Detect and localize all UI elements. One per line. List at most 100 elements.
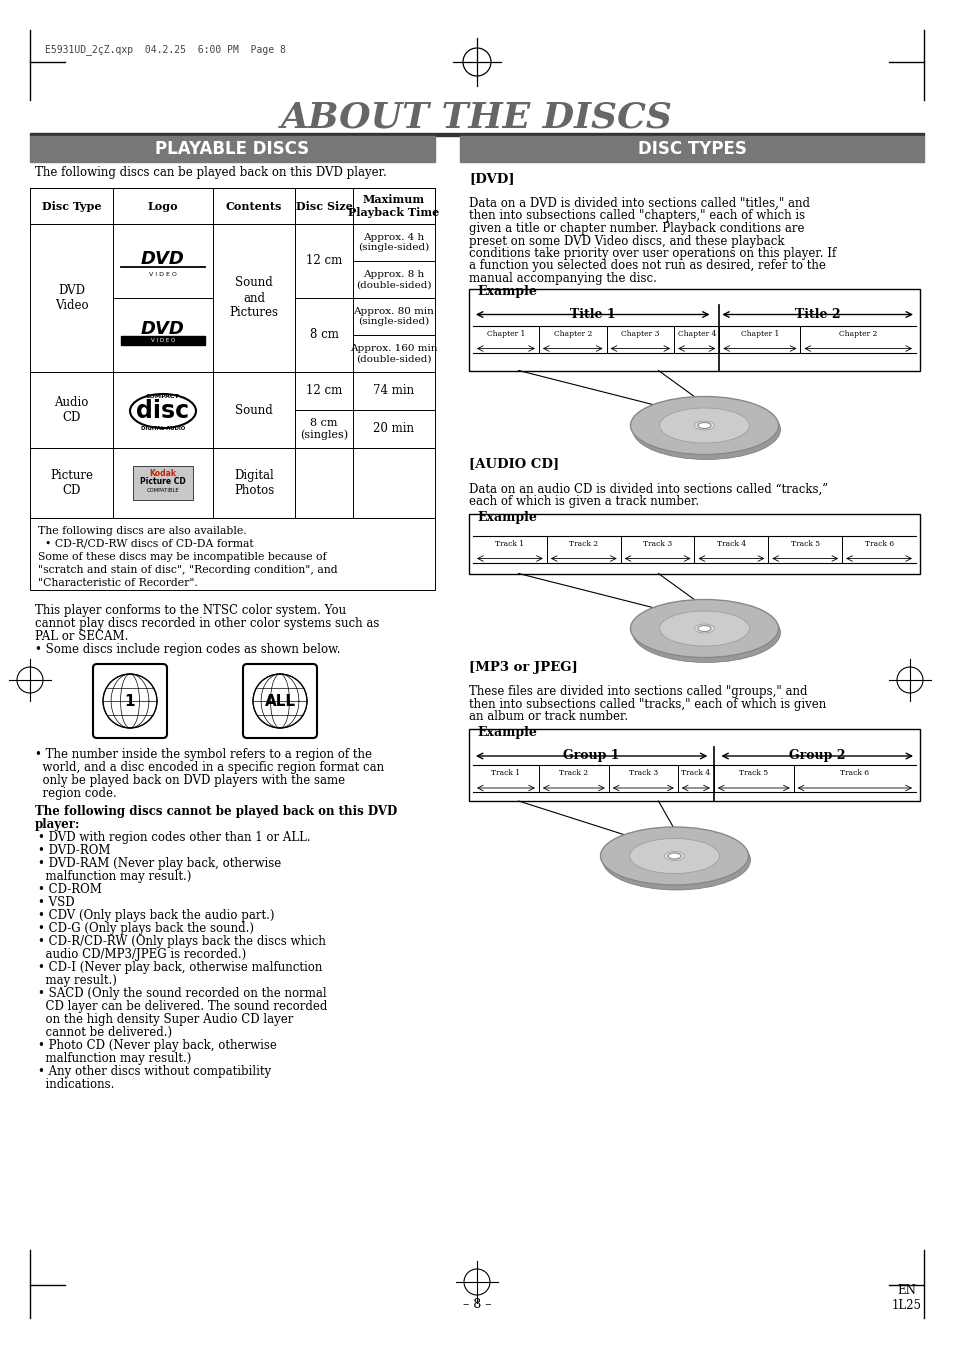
Text: Track 5: Track 5 xyxy=(739,769,767,777)
Text: Kodak: Kodak xyxy=(150,470,176,478)
Text: COMPATIBLE: COMPATIBLE xyxy=(147,489,179,493)
Text: Disc Size: Disc Size xyxy=(295,200,352,212)
Text: each of which is given a track number.: each of which is given a track number. xyxy=(469,494,699,508)
Text: Audio
CD: Audio CD xyxy=(54,396,89,424)
Ellipse shape xyxy=(602,830,750,890)
Ellipse shape xyxy=(667,852,680,859)
Text: Example: Example xyxy=(476,511,537,523)
Text: These files are divided into sections called "groups," and: These files are divided into sections ca… xyxy=(469,685,806,698)
Text: Chapter 1: Chapter 1 xyxy=(740,330,779,338)
Text: Track 4: Track 4 xyxy=(716,539,745,547)
FancyBboxPatch shape xyxy=(92,663,167,738)
Text: Some of these discs may be incompatible because of: Some of these discs may be incompatible … xyxy=(38,553,326,562)
Ellipse shape xyxy=(664,851,684,861)
Text: E5931UD_2çZ.qxp  04.2.25  6:00 PM  Page 8: E5931UD_2çZ.qxp 04.2.25 6:00 PM Page 8 xyxy=(45,45,286,55)
Text: Example: Example xyxy=(476,285,537,299)
Bar xyxy=(30,132,923,136)
Text: 1: 1 xyxy=(125,693,135,708)
Circle shape xyxy=(253,674,307,728)
Ellipse shape xyxy=(632,400,780,459)
Text: Track 1: Track 1 xyxy=(495,539,524,547)
Text: Approx. 160 min
(double-sided): Approx. 160 min (double-sided) xyxy=(350,343,437,363)
Text: an album or track number.: an album or track number. xyxy=(469,711,627,724)
Text: Track 2: Track 2 xyxy=(558,769,588,777)
Text: Contents: Contents xyxy=(226,200,282,212)
Text: Track 2: Track 2 xyxy=(569,539,598,547)
Ellipse shape xyxy=(698,423,710,428)
Text: 12 cm: 12 cm xyxy=(306,254,342,267)
Text: • CD-I (Never play back, otherwise malfunction: • CD-I (Never play back, otherwise malfu… xyxy=(38,961,322,974)
Text: world, and a disc encoded in a specific region format can: world, and a disc encoded in a specific … xyxy=(35,761,384,774)
Text: indications.: indications. xyxy=(38,1078,114,1092)
Text: The following discs cannot be played back on this DVD: The following discs cannot be played bac… xyxy=(35,805,396,817)
Text: Approx. 80 min
(single-sided): Approx. 80 min (single-sided) xyxy=(354,307,434,327)
Text: Group 1: Group 1 xyxy=(563,750,619,762)
Text: V I D E O: V I D E O xyxy=(151,338,175,343)
Text: ALL: ALL xyxy=(264,693,295,708)
Bar xyxy=(132,466,193,500)
Text: Sound
and
Pictures: Sound and Pictures xyxy=(230,277,278,319)
Text: • CDV (Only plays back the audio part.): • CDV (Only plays back the audio part.) xyxy=(38,909,274,921)
Text: Track 5: Track 5 xyxy=(790,539,819,547)
Text: • The number inside the symbol refers to a region of the: • The number inside the symbol refers to… xyxy=(35,748,372,761)
Text: [DVD]: [DVD] xyxy=(469,172,514,185)
Text: ABOUT THE DISCS: ABOUT THE DISCS xyxy=(281,101,672,135)
Text: Chapter 4: Chapter 4 xyxy=(677,330,715,338)
Text: EN
1L25: EN 1L25 xyxy=(891,1283,921,1312)
Text: • Some discs include region codes as shown below.: • Some discs include region codes as sho… xyxy=(35,643,340,657)
Text: Track 6: Track 6 xyxy=(863,539,893,547)
Ellipse shape xyxy=(694,422,714,430)
Text: 20 min: 20 min xyxy=(374,423,414,435)
Bar xyxy=(121,336,205,345)
Text: player:: player: xyxy=(35,817,80,831)
Text: CD layer can be delivered. The sound recorded: CD layer can be delivered. The sound rec… xyxy=(38,1000,327,1013)
Text: [AUDIO CD]: [AUDIO CD] xyxy=(469,458,558,470)
Text: • SACD (Only the sound recorded on the normal: • SACD (Only the sound recorded on the n… xyxy=(38,988,326,1000)
Text: Track 1: Track 1 xyxy=(491,769,520,777)
Text: Title 1: Title 1 xyxy=(569,308,615,322)
Text: Chapter 2: Chapter 2 xyxy=(553,330,591,338)
Bar xyxy=(30,449,435,517)
Bar xyxy=(459,136,923,162)
Text: DVD: DVD xyxy=(141,250,185,267)
Text: PAL or SECAM.: PAL or SECAM. xyxy=(35,630,129,643)
Text: malfunction may result.): malfunction may result.) xyxy=(38,1052,192,1065)
Text: Picture CD: Picture CD xyxy=(140,477,186,486)
Text: cannot play discs recorded in other color systems such as: cannot play discs recorded in other colo… xyxy=(35,617,379,630)
Ellipse shape xyxy=(629,839,719,874)
Text: manual accompanying the disc.: manual accompanying the disc. xyxy=(469,272,657,285)
Bar xyxy=(30,136,435,162)
Text: DIGITAL AUDIO: DIGITAL AUDIO xyxy=(141,427,185,431)
Text: "scratch and stain of disc", "Recording condition", and: "scratch and stain of disc", "Recording … xyxy=(38,565,337,576)
Text: – 8 –: – 8 – xyxy=(462,1298,491,1312)
Text: The following discs can be played back on this DVD player.: The following discs can be played back o… xyxy=(35,166,386,178)
Text: 12 cm: 12 cm xyxy=(306,385,342,397)
Text: preset on some DVD Video discs, and these playback: preset on some DVD Video discs, and thes… xyxy=(469,235,783,247)
Text: • CD-R/CD-RW (Only plays back the discs which: • CD-R/CD-RW (Only plays back the discs … xyxy=(38,935,326,948)
Text: This player conforms to the NTSC color system. You: This player conforms to the NTSC color s… xyxy=(35,604,346,617)
Text: Track 3: Track 3 xyxy=(642,539,672,547)
Text: Approx. 8 h
(double-sided): Approx. 8 h (double-sided) xyxy=(355,270,432,289)
Text: 8 cm: 8 cm xyxy=(309,328,338,342)
Ellipse shape xyxy=(698,626,710,631)
Text: PLAYABLE DISCS: PLAYABLE DISCS xyxy=(154,141,309,158)
Text: [MP3 or JPEG]: [MP3 or JPEG] xyxy=(469,661,578,674)
Text: Track 4: Track 4 xyxy=(680,769,710,777)
Circle shape xyxy=(103,674,157,728)
Text: • VSD: • VSD xyxy=(38,896,74,909)
Text: region code.: region code. xyxy=(35,788,116,800)
Text: "Characteristic of Recorder".: "Characteristic of Recorder". xyxy=(38,578,197,588)
Ellipse shape xyxy=(630,600,778,658)
Text: Example: Example xyxy=(476,725,537,739)
Bar xyxy=(30,224,435,372)
Text: 74 min: 74 min xyxy=(373,385,415,397)
Bar xyxy=(30,372,435,449)
Text: a function you selected does not run as desired, refer to the: a function you selected does not run as … xyxy=(469,259,825,273)
Ellipse shape xyxy=(632,603,780,662)
Text: Disc Type: Disc Type xyxy=(42,200,101,212)
Text: • CD-ROM: • CD-ROM xyxy=(38,884,102,896)
Text: malfunction may result.): malfunction may result.) xyxy=(38,870,192,884)
Ellipse shape xyxy=(659,611,749,646)
Text: Chapter 3: Chapter 3 xyxy=(620,330,659,338)
Text: audio CD/MP3/JPEG is recorded.): audio CD/MP3/JPEG is recorded.) xyxy=(38,948,246,961)
